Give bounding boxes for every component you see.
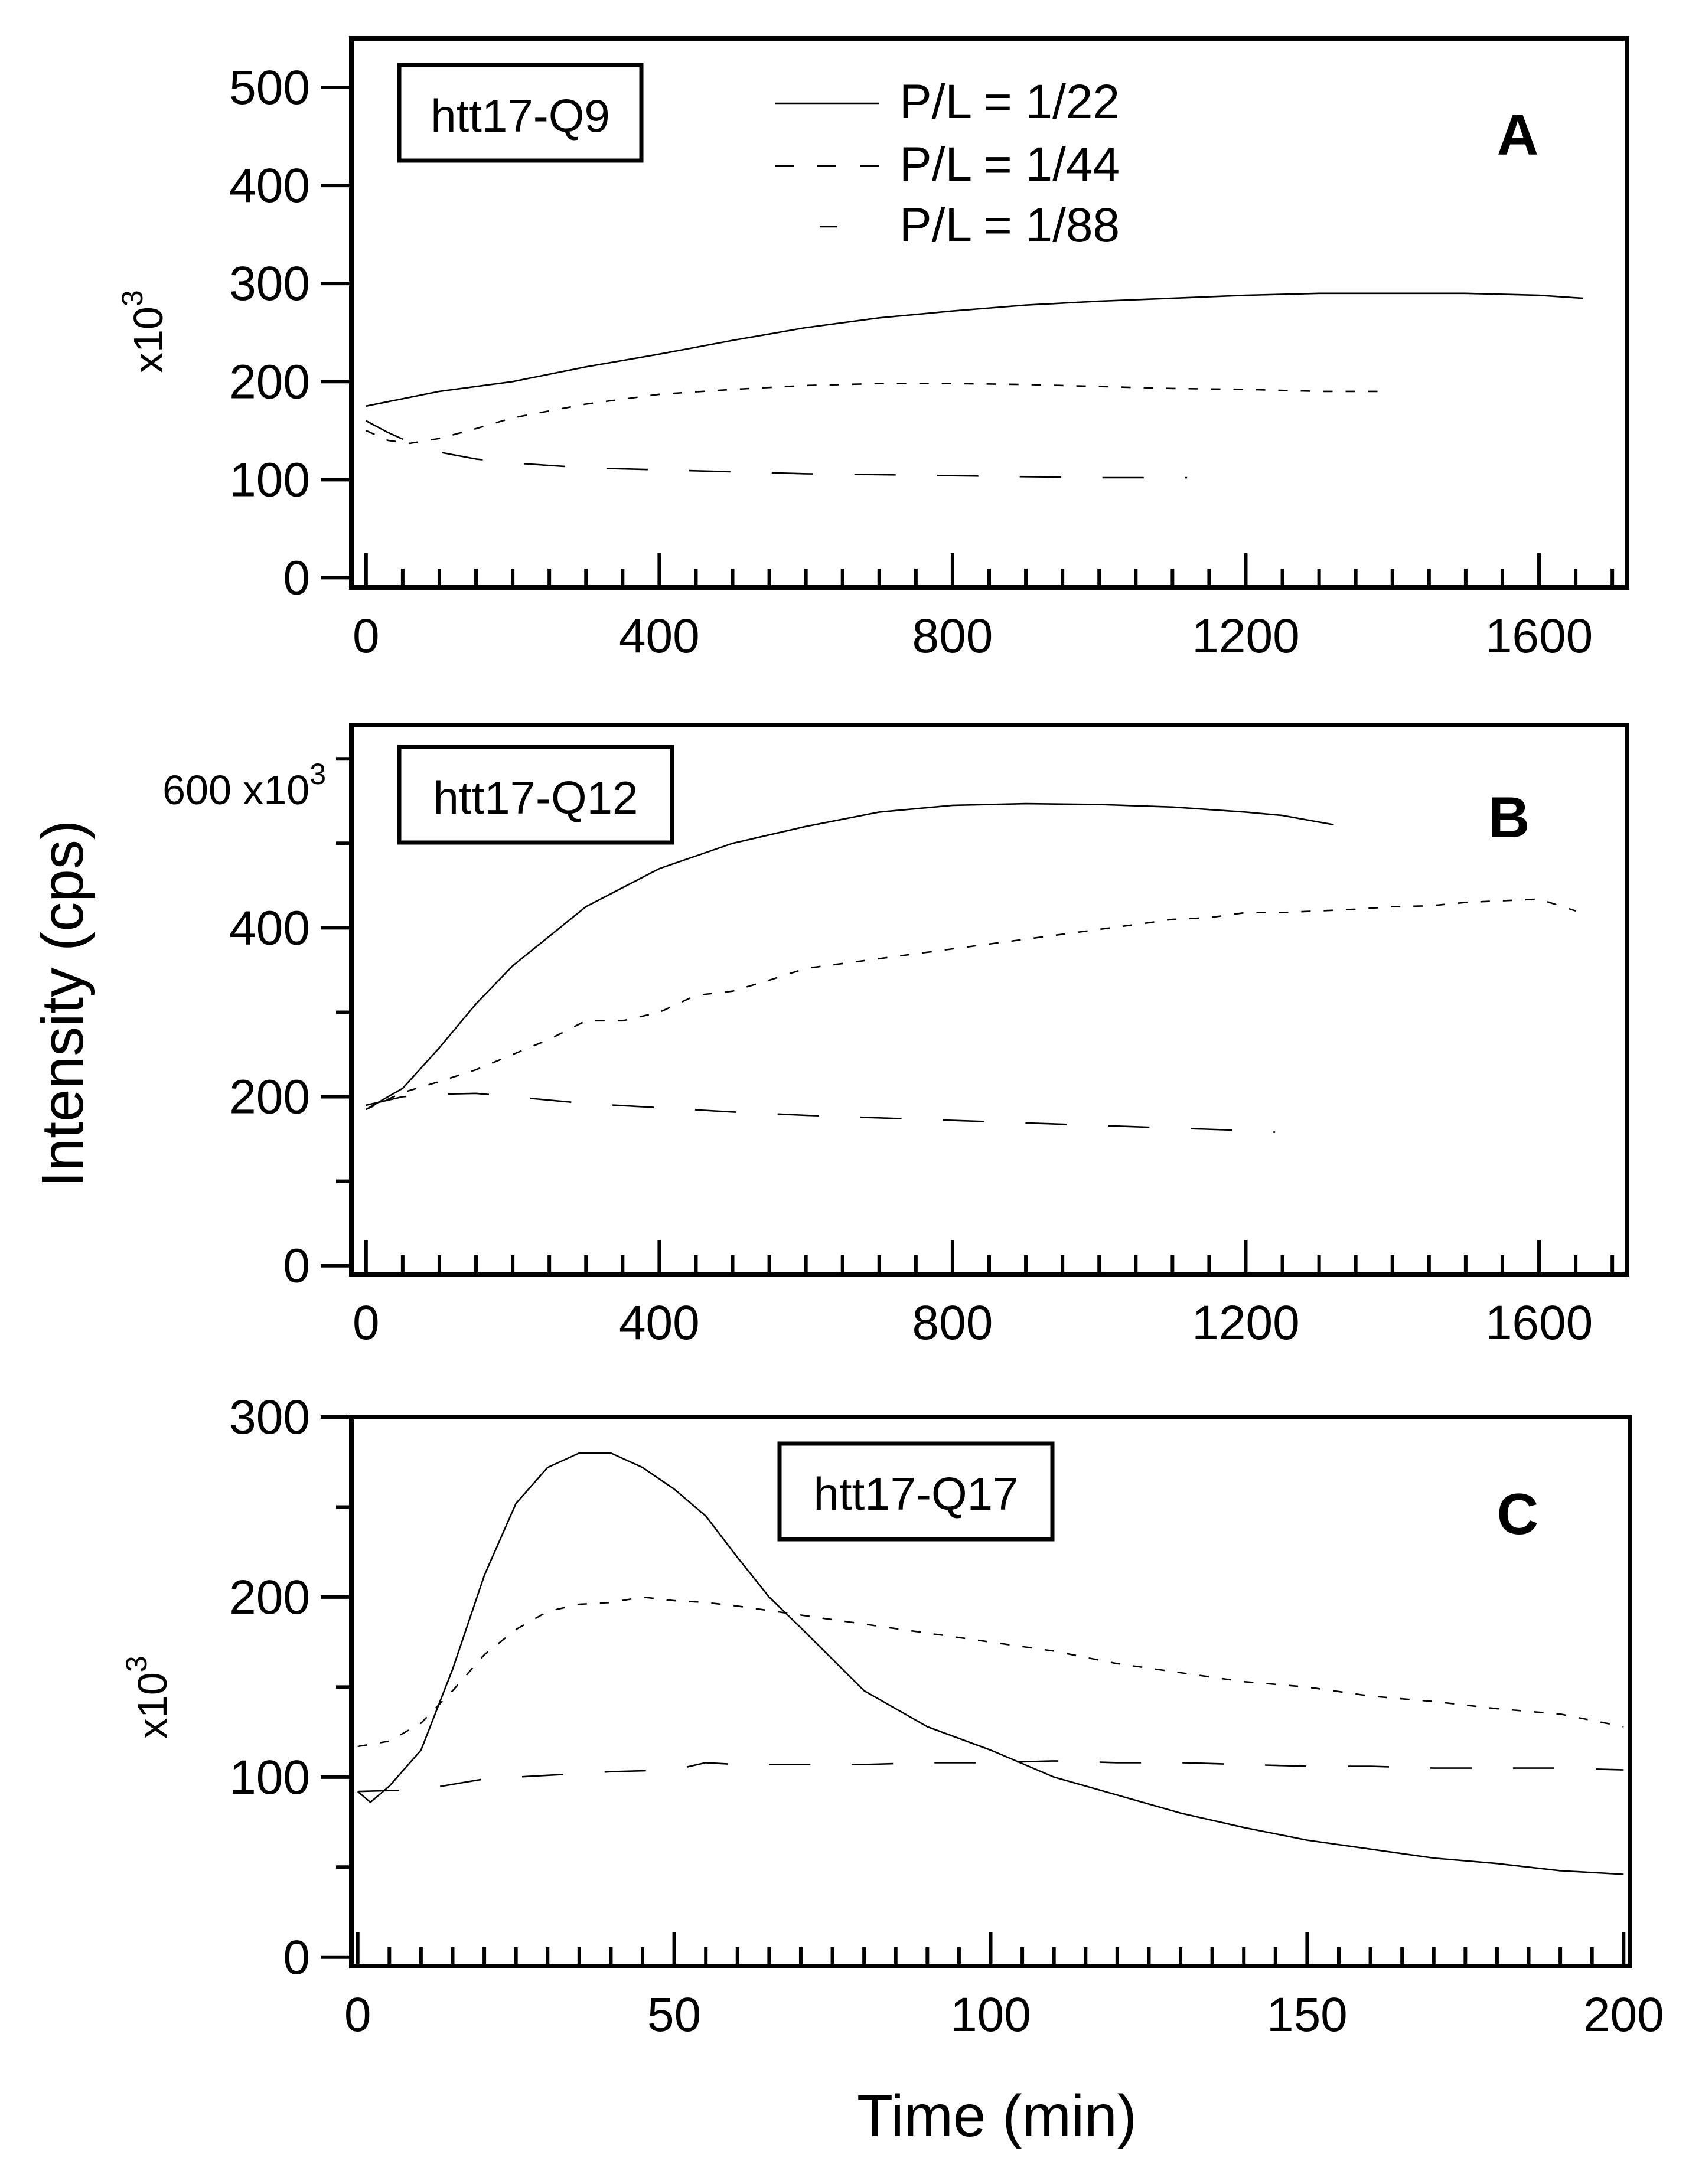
panel-c-xtick-label: 200	[1583, 1988, 1664, 2042]
panel-c-series-solid	[357, 1452, 1624, 1875]
panel-b-xtick-label: 0	[353, 1296, 380, 1350]
panel-a-ytick-label: 300	[229, 257, 310, 311]
panel-b-xtick-label: 1200	[1192, 1296, 1299, 1350]
panel-c-sample-label: htt17-Q17	[814, 1468, 1019, 1520]
y-axis-title: Intensity (cps)	[30, 820, 96, 1187]
panel-b-sample-label: htt17-Q12	[433, 772, 638, 824]
panel-c-ytick-label: 200	[229, 1571, 310, 1624]
panel-a-xtick-label: 400	[619, 609, 700, 663]
panel-a-x-ticks: 0 400 800 1200 1600	[353, 553, 1615, 663]
panel-c-y-ticks: 0 100 200 300	[229, 1390, 351, 1984]
panel-a: 0 100 200 300 400 500 0 400 800 1200 1600 x103 ht…	[116, 36, 1629, 663]
panel-a-series-short-dash	[366, 383, 1378, 445]
panel-a-multiplier-base: x10	[125, 306, 171, 373]
panel-b-sample-label-box	[397, 745, 674, 845]
panel-c-series-short-dash	[357, 1596, 1624, 1748]
panel-c-ytick-label: 0	[283, 1931, 310, 1984]
panel-c-xtick-label: 50	[647, 1988, 701, 2042]
panel-b-multiplier: 600 x103	[162, 758, 326, 813]
panel-b-ytick-label: 400	[229, 901, 310, 955]
panel-a-xtick-label: 1600	[1485, 609, 1593, 663]
panel-c-letter: C	[1497, 1481, 1539, 1546]
panel-a-xtick-label: 800	[912, 609, 993, 663]
panel-b-multiplier-exponent: 3	[309, 758, 326, 791]
legend-label-1-22: P/L = 1/22	[899, 75, 1120, 129]
panel-a-xtick-label: 0	[353, 609, 380, 663]
x-axis-title: Time (min)	[857, 2083, 1137, 2149]
panel-b-xtick-label: 800	[912, 1296, 993, 1350]
panel-b-y-ticks: 0 200 400	[229, 757, 351, 1293]
panel-a-series-long-dash	[366, 420, 1188, 479]
panel-a-letter: A	[1497, 102, 1539, 167]
panel-b-ytick-label: 200	[229, 1070, 310, 1124]
panel-a-plot-area	[366, 292, 1583, 479]
panel-c-xtick-label: 100	[950, 1988, 1031, 2042]
panel-c: 0 100 200 300 0 50 100 150 200 x103 htt17-Q17 C	[120, 1390, 1664, 2042]
panel-c-x-ticks: 0 50 100 150 200	[344, 1932, 1664, 2042]
panel-a-sample-label: htt17-Q9	[431, 90, 610, 142]
panel-b-xtick-label: 1600	[1485, 1296, 1593, 1350]
panel-b-plot-area	[366, 802, 1576, 1133]
panel-c-plot-area	[357, 1452, 1624, 1875]
panel-c-series-long-dash	[357, 1760, 1624, 1793]
panel-c-ytick-label: 100	[229, 1751, 310, 1804]
panel-a-multiplier: x103	[116, 290, 171, 373]
panel-a-ytick-label: 0	[283, 551, 310, 605]
panel-b-letter: B	[1488, 785, 1530, 850]
panel-a-sample-label-box	[397, 63, 644, 163]
legend-label-1-44: P/L = 1/44	[899, 138, 1120, 191]
panel-a-legend: P/L = 1/22 P/L = 1/44 P/L = 1/88	[775, 75, 1120, 252]
panel-c-multiplier-exponent: 3	[120, 1656, 153, 1672]
panel-b-x-ticks: 0 400 800 1200 1600	[353, 1240, 1615, 1350]
panel-a-series-solid	[366, 292, 1583, 407]
panel-b: 0 200 400 0 400 800 1200 1600 600 x103 htt17-Q…	[162, 723, 1629, 1350]
panel-a-ytick-label: 200	[229, 355, 310, 409]
panel-a-ytick-label: 100	[229, 453, 310, 507]
panel-c-xtick-label: 0	[344, 1988, 371, 2042]
panel-b-ytick-label: 0	[283, 1239, 310, 1293]
panel-c-sample-label-box	[777, 1441, 1055, 1542]
panel-b-multiplier-base: 600 x10	[162, 767, 309, 813]
panel-c-ytick-label: 300	[229, 1390, 310, 1444]
legend-label-1-88: P/L = 1/88	[899, 198, 1120, 252]
panel-a-y-ticks: 0 100 200 300 400 500	[229, 61, 351, 605]
panel-b-series-solid	[366, 802, 1334, 1111]
panel-b-series-short-dash	[366, 898, 1576, 1111]
panel-a-multiplier-exponent: 3	[116, 290, 149, 306]
panel-b-xtick-label: 400	[619, 1296, 700, 1350]
panel-c-multiplier: x103	[120, 1656, 175, 1739]
panel-b-series-long-dash	[366, 1092, 1276, 1133]
panel-c-xtick-label: 150	[1267, 1988, 1348, 2042]
panel-a-ytick-label: 500	[229, 61, 310, 115]
panel-a-xtick-label: 1200	[1192, 609, 1299, 663]
panel-c-multiplier-base: x10	[129, 1672, 175, 1739]
panel-a-ytick-label: 400	[229, 159, 310, 213]
